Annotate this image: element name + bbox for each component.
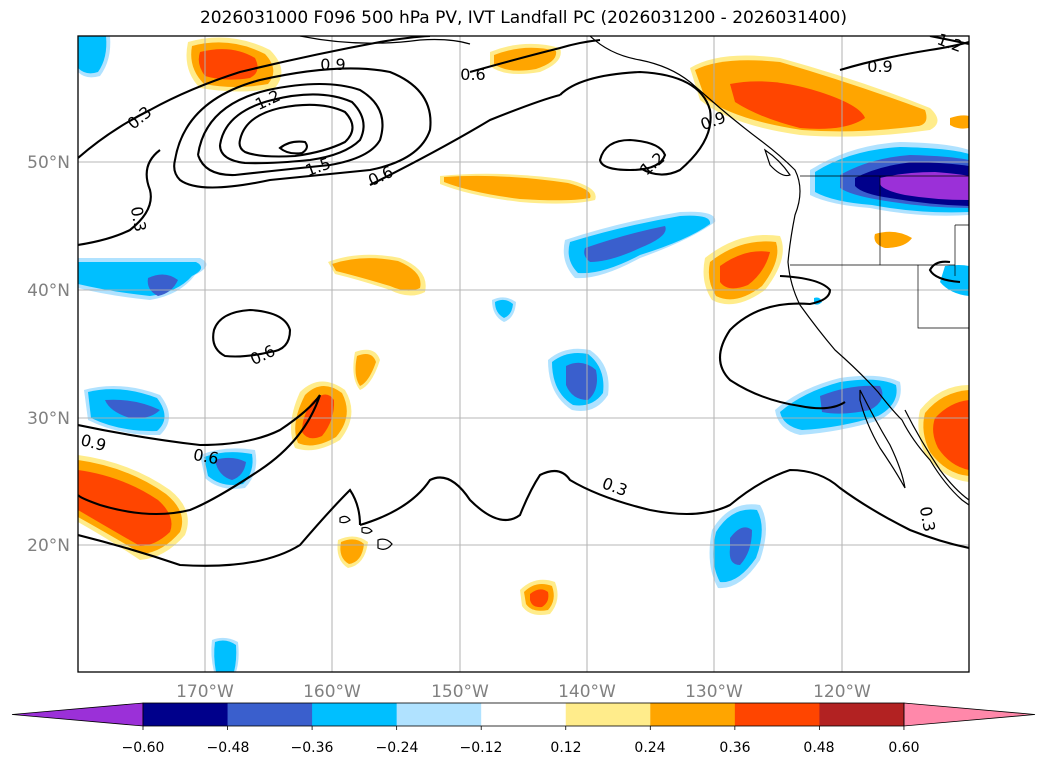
colorbar-tick-label: 0.12	[550, 740, 581, 756]
contour-label: 0.3	[127, 205, 150, 233]
ivt-positive-region	[444, 175, 591, 201]
pv-contour	[173, 67, 432, 189]
ivt-shading	[78, 36, 969, 672]
pv-contour	[78, 36, 431, 159]
lon-label: 140°W	[558, 682, 616, 702]
hawaii-maui	[361, 526, 373, 534]
ivt-negative-region	[495, 299, 513, 318]
contour-label: 0.6	[460, 65, 485, 84]
aleutian-coast	[299, 36, 471, 45]
pv-contour	[218, 93, 365, 165]
colorbar-segment	[819, 703, 905, 726]
colorbar-segment	[565, 703, 651, 726]
contour-label: 0.9	[320, 55, 345, 74]
ivt-negative-region	[147, 274, 178, 296]
colorbar-segment	[650, 703, 736, 726]
colorbar-segment	[396, 703, 482, 726]
pv-contour	[78, 468, 969, 567]
ivt-positive-region	[530, 589, 549, 608]
pv-contour	[469, 38, 601, 74]
colorbar-tick-label: 0.36	[719, 740, 750, 756]
ivt-positive-region	[874, 231, 912, 248]
contour-label: 0.3	[916, 505, 939, 533]
north-america-coast	[589, 36, 969, 506]
ivt-negative-region	[78, 36, 107, 74]
gridlines	[78, 36, 969, 672]
ivt-negative-region	[880, 172, 969, 200]
ivt-negative-region	[105, 399, 160, 419]
baja-california	[859, 389, 906, 489]
pv-contour	[238, 103, 354, 158]
map-title: 2026031000 F096 500 hPa PV, IVT Landfall…	[199, 8, 847, 28]
ivt-positive-region	[950, 115, 969, 129]
pv-contour	[196, 82, 384, 177]
ivt-negative-region	[214, 640, 237, 672]
pv-contour	[212, 308, 292, 358]
lat-label: 30°N	[27, 409, 70, 429]
ivt-positive-region	[730, 81, 865, 129]
colorbar-tick-label: −0.12	[460, 740, 503, 756]
pv-contour	[369, 93, 561, 186]
ivt-negative-region	[566, 362, 597, 400]
pv-contour	[278, 140, 308, 155]
pv-contour	[839, 40, 969, 72]
colorbar-extend-max	[903, 702, 1036, 727]
lon-label: 120°W	[813, 682, 871, 702]
colorbar-outline	[142, 702, 905, 727]
lon-label: 160°W	[303, 682, 361, 702]
colorbar-tick-label: −0.48	[207, 740, 250, 756]
colorbar-tick-label: −0.36	[291, 740, 334, 756]
pv-contours	[78, 36, 969, 567]
lat-axis-labels: 50°N 40°N 30°N 20°N	[27, 153, 70, 556]
ivt-positive-region	[720, 251, 770, 289]
colorbar-segment	[312, 703, 398, 726]
colorbar-extend-min	[11, 702, 144, 727]
colorbar: −0.60 −0.48 −0.36 −0.24 −0.12 0.12 0.24 …	[11, 702, 1036, 756]
lat-label: 50°N	[27, 153, 70, 173]
lat-label: 40°N	[27, 281, 70, 301]
pv-contour	[78, 149, 161, 247]
colorbar-segment	[481, 703, 567, 726]
ivt-positive-region	[78, 470, 172, 546]
lon-axis-labels: 170°W 160°W 150°W 140°W 130°W 120°W	[176, 682, 871, 702]
ivt-positive-region	[332, 258, 421, 291]
ivt-positive-regions	[78, 37, 969, 615]
pv-contour	[78, 394, 321, 516]
contour-label: 0.9	[867, 57, 892, 76]
lon-label: 130°W	[685, 682, 743, 702]
colorbar-segment	[734, 703, 820, 726]
contour-label: 0.6	[192, 445, 220, 468]
colorbar-segment	[227, 703, 313, 726]
lon-label: 150°W	[431, 682, 489, 702]
colorbar-tick-label: −0.60	[122, 740, 165, 756]
gulf-of-california	[904, 409, 969, 501]
pv-contour	[559, 70, 712, 176]
colorbar-tick-labels: −0.60 −0.48 −0.36 −0.24 −0.12 0.12 0.24 …	[122, 740, 920, 756]
ivt-negative-region	[215, 457, 246, 480]
pv-contour	[928, 260, 961, 284]
ivt-positive-region	[355, 354, 376, 386]
pv-contour	[929, 36, 969, 46]
ivt-positive-region	[340, 539, 364, 564]
colorbar-segments	[11, 702, 1036, 727]
hawaii-island	[377, 538, 393, 550]
colorbar-ticks	[142, 726, 905, 730]
ivt-negative-region	[729, 527, 752, 565]
us-state-borders	[790, 176, 969, 329]
colorbar-tick-label: −0.24	[376, 740, 419, 756]
coastlines	[299, 36, 969, 550]
pv-contour	[598, 138, 667, 172]
pv-contour	[718, 274, 846, 410]
ivt-negative-region	[584, 226, 666, 262]
lon-label: 170°W	[176, 682, 234, 702]
colorbar-tick-label: 0.60	[888, 740, 919, 756]
colorbar-tick-label: 0.48	[803, 740, 834, 756]
vancouver-island	[763, 148, 791, 177]
colorbar-tick-label: 0.24	[634, 740, 665, 756]
hawaii-oahu	[339, 515, 351, 524]
map-frame	[77, 35, 970, 673]
colorbar-segment	[143, 703, 229, 726]
lat-label: 20°N	[27, 536, 70, 556]
